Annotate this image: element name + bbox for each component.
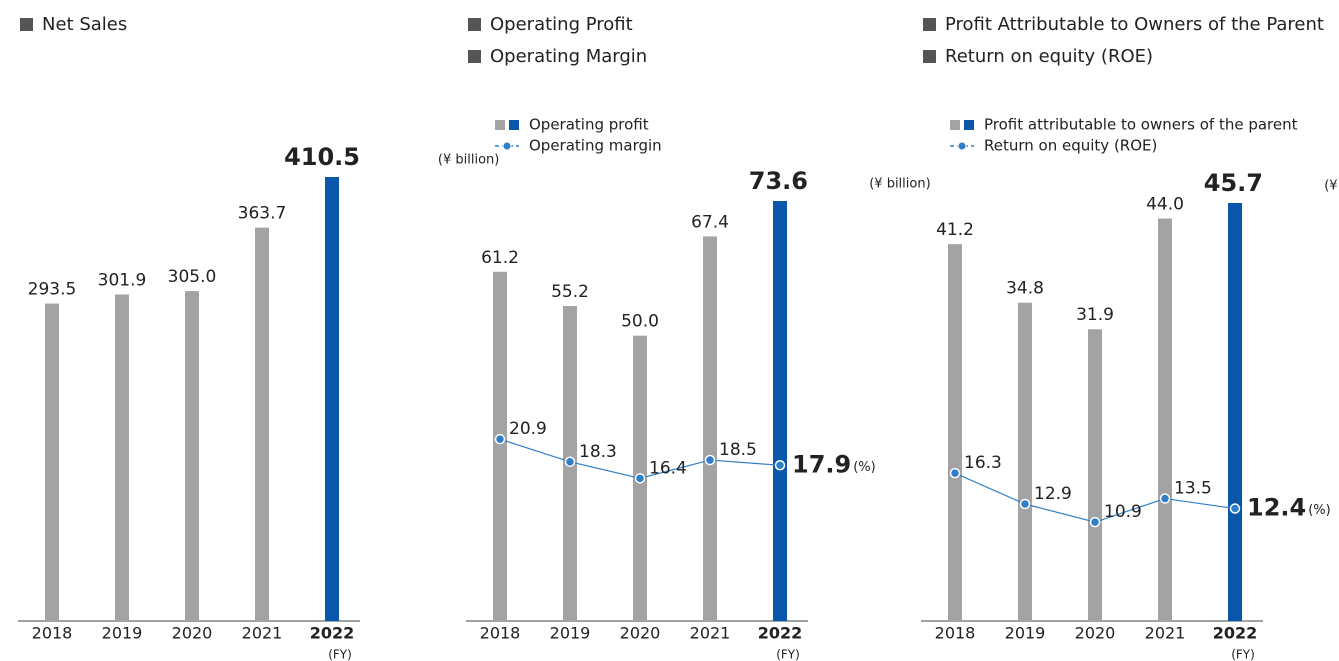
x-tick-label: 2021 (1145, 624, 1186, 643)
data-label: 305.0 (168, 267, 217, 287)
bar (703, 236, 717, 621)
x-unit: (FY) (328, 648, 352, 661)
data-label: 10.9 (1104, 502, 1142, 522)
bar (1088, 329, 1102, 621)
bar (1228, 203, 1242, 621)
data-label: 20.9 (509, 419, 547, 439)
x-tick-label: 2018 (480, 624, 521, 643)
x-tick-label: 2021 (690, 624, 731, 643)
data-label: 363.7 (238, 204, 287, 224)
x-tick-label: 2019 (1005, 624, 1046, 643)
chart-title: Net Sales (42, 14, 127, 35)
data-label: 410.5 (284, 143, 360, 171)
line-point (1229, 503, 1241, 514)
header-marker (20, 18, 33, 31)
header-marker (923, 18, 936, 31)
legend-label: Profit attributable to owners of the par… (984, 116, 1298, 134)
x-tick-label: 2018 (32, 624, 73, 643)
legend-swatch (509, 120, 519, 130)
x-unit: (FY) (1231, 648, 1255, 661)
bar (1158, 218, 1172, 621)
x-tick-label: 2019 (102, 624, 143, 643)
bar (255, 227, 269, 621)
legend-dot (957, 141, 967, 151)
bar (115, 294, 129, 621)
data-label: 45.7 (1204, 169, 1263, 197)
x-unit: (FY) (776, 648, 800, 661)
data-label: 50.0 (621, 312, 659, 332)
data-label: 17.9 (792, 450, 851, 478)
bar (45, 303, 59, 621)
data-label: 16.4 (649, 458, 687, 478)
data-label: 16.3 (964, 453, 1002, 473)
chart-subtitle: Return on equity (ROE) (945, 46, 1153, 67)
line-point (949, 467, 961, 479)
data-label: 55.2 (551, 282, 589, 302)
legend-dot (502, 141, 512, 151)
data-label: 18.3 (579, 442, 617, 462)
chart-title: Profit Attributable to Owners of the Par… (945, 14, 1324, 35)
chart-subtitle: Operating Margin (490, 46, 647, 67)
legend-swatch (964, 120, 974, 130)
line-point (634, 473, 646, 484)
unit-label: (%) (853, 460, 876, 475)
data-label: 13.5 (1174, 479, 1212, 499)
x-tick-label: 2022 (1213, 624, 1258, 643)
x-tick-label: 2020 (172, 624, 213, 643)
header-marker (468, 18, 481, 31)
bar (185, 291, 199, 621)
data-label: 67.4 (691, 212, 729, 232)
legend-label: Operating margin (529, 137, 662, 155)
unit-label: (¥ billion) (438, 153, 499, 168)
unit-label: (¥ billion) (1324, 179, 1339, 194)
legend-swatch (495, 120, 505, 130)
x-tick-label: 2020 (620, 624, 661, 643)
line-point (494, 433, 506, 445)
x-tick-label: 2018 (935, 624, 976, 643)
legend-swatch (950, 120, 960, 130)
line-point (564, 456, 576, 468)
line-point (1089, 516, 1101, 528)
chart-title: Operating Profit (490, 14, 633, 35)
line-point (774, 460, 786, 471)
unit-label: (%) (1308, 503, 1331, 518)
legend-label: Operating profit (529, 116, 649, 134)
data-label: 34.8 (1006, 279, 1044, 299)
data-label: 293.5 (28, 280, 77, 300)
x-tick-label: 2022 (758, 624, 803, 643)
line-point (1159, 493, 1171, 504)
unit-label: (¥ billion) (869, 177, 930, 192)
x-tick-label: 2022 (310, 624, 355, 643)
data-label: 18.5 (719, 440, 757, 460)
bar (493, 271, 507, 621)
data-label: 12.4 (1247, 494, 1306, 522)
data-label: 44.0 (1146, 195, 1184, 215)
bar (948, 244, 962, 622)
x-tick-label: 2021 (242, 624, 283, 643)
line-point (1019, 498, 1031, 510)
bar (773, 201, 787, 621)
data-label: 41.2 (936, 220, 974, 240)
x-tick-label: 2019 (550, 624, 591, 643)
data-label: 61.2 (481, 248, 519, 268)
data-label: 12.9 (1034, 484, 1072, 504)
data-label: 301.9 (98, 270, 147, 290)
data-label: 31.9 (1076, 305, 1114, 325)
x-tick-label: 2020 (1075, 624, 1116, 643)
bar (1018, 302, 1032, 621)
data-label: 73.6 (749, 167, 808, 195)
line-point (704, 454, 716, 466)
legend-label: Return on equity (ROE) (984, 137, 1157, 155)
header-marker (923, 50, 936, 63)
bar (325, 177, 339, 621)
header-marker (468, 50, 481, 63)
